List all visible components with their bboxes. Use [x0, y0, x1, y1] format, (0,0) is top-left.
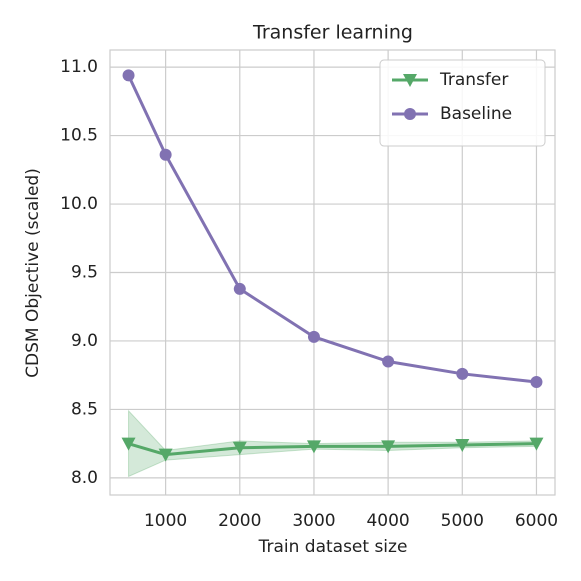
x-tick-label: 6000	[515, 511, 558, 531]
x-tick-label: 3000	[292, 511, 335, 531]
data-point	[159, 148, 172, 161]
y-tick-label: 10.5	[60, 126, 98, 146]
y-tick-label: 9.0	[71, 331, 98, 351]
data-point	[233, 282, 246, 295]
x-tick-label: 4000	[366, 511, 409, 531]
data-point	[382, 355, 395, 368]
y-axis-label: CDSM Objective (scaled)	[23, 168, 43, 378]
data-point	[122, 69, 135, 82]
data-point	[307, 330, 320, 343]
y-tick-label: 9.5	[71, 263, 98, 283]
data-point	[455, 439, 470, 453]
y-tick-label: 8.5	[71, 399, 98, 419]
x-tick-label: 2000	[218, 511, 261, 531]
x-axis-label: Train dataset size	[258, 537, 408, 557]
data-point	[530, 376, 543, 389]
plot-frame	[109, 49, 556, 496]
y-tick-label: 11.0	[60, 57, 98, 77]
data-point	[381, 440, 396, 454]
legend-marker	[403, 74, 417, 87]
legend-marker	[404, 108, 416, 120]
y-tick-label: 10.0	[60, 194, 98, 214]
data-point	[232, 441, 247, 455]
x-tick-label: 1000	[144, 511, 187, 531]
data-point	[306, 440, 321, 454]
data-point	[456, 367, 469, 380]
x-tick-label: 5000	[441, 511, 484, 531]
chart-title: Transfer learning	[252, 22, 413, 44]
legend-label: Baseline	[440, 104, 512, 124]
data-point	[529, 437, 544, 451]
data-point	[158, 448, 173, 462]
legend: Transfer Baseline	[379, 59, 546, 147]
y-tick-label: 8.0	[71, 468, 98, 488]
data-point	[121, 437, 136, 451]
legend-label: Transfer	[439, 70, 508, 90]
